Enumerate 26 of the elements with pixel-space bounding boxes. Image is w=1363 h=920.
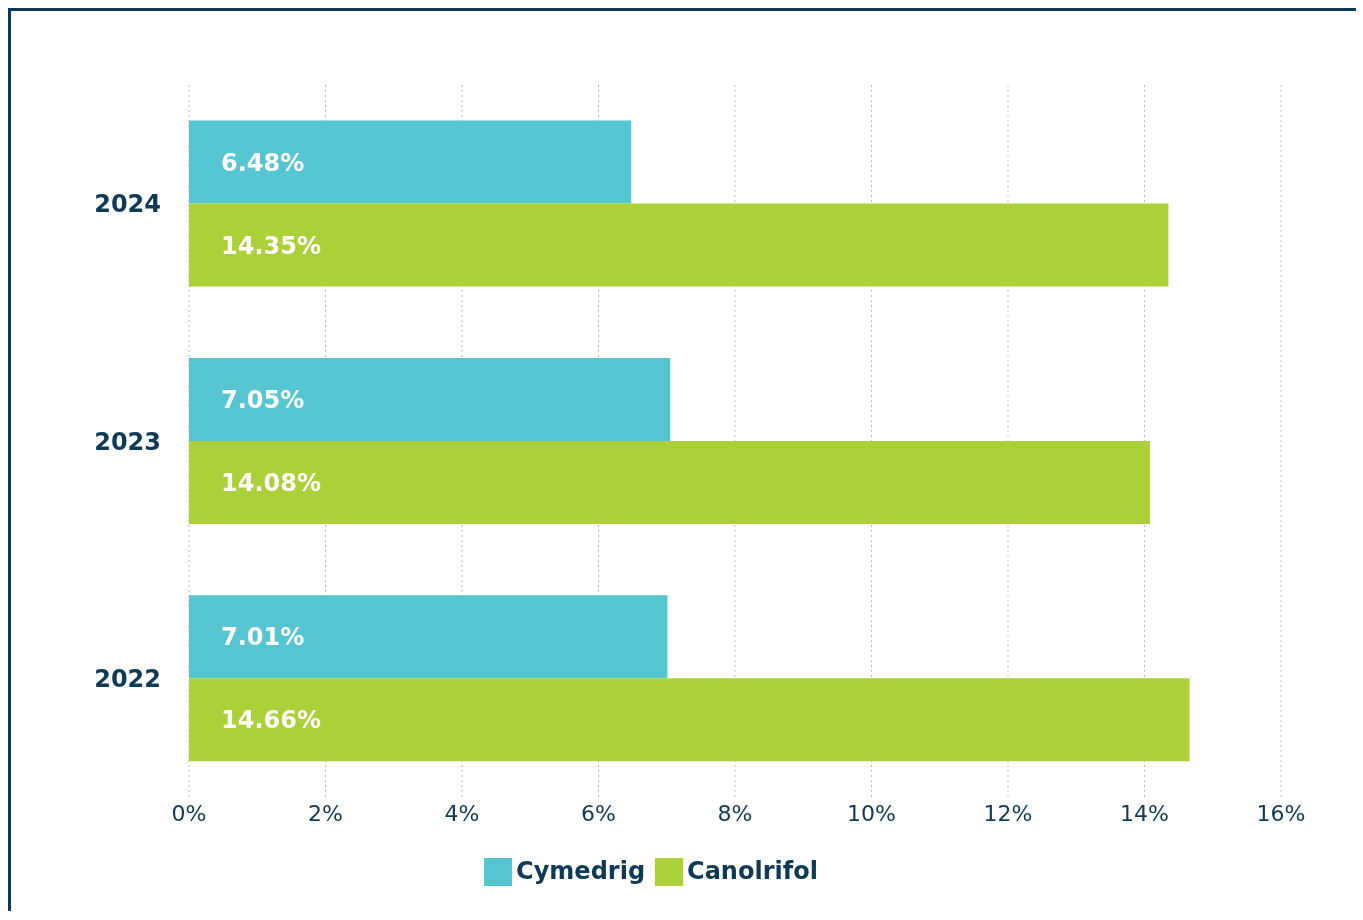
data-label: 7.05% (221, 385, 305, 414)
legend-label: Canolrifol (687, 857, 818, 885)
x-tick-label: 14% (1120, 800, 1169, 826)
x-tick-label: 2% (308, 800, 343, 826)
bar (189, 120, 632, 204)
x-tick-label: 8% (717, 800, 753, 826)
data-label: 14.66% (221, 706, 321, 735)
data-label: 14.35% (221, 231, 321, 260)
data-label: 6.48% (221, 148, 305, 177)
bar (189, 203, 1169, 287)
x-tick-label: 10% (847, 800, 896, 826)
x-tick-label: 6% (581, 800, 616, 826)
bar (189, 678, 1190, 762)
bar (189, 595, 668, 679)
bar (189, 357, 671, 441)
x-tick-label: 0% (171, 800, 207, 826)
x-tick-label: 16% (1256, 800, 1306, 826)
y-tick-label: 2023 (94, 427, 161, 456)
data-label: 14.08% (221, 468, 321, 497)
legend-label: Cymedrig (516, 857, 646, 885)
y-tick-label: 2022 (94, 664, 161, 693)
data-label: 7.01% (221, 623, 305, 652)
y-tick-label: 2024 (94, 190, 161, 219)
x-tick-label: 4% (444, 800, 480, 826)
bar (189, 440, 1150, 524)
x-tick-label: 12% (983, 800, 1033, 826)
